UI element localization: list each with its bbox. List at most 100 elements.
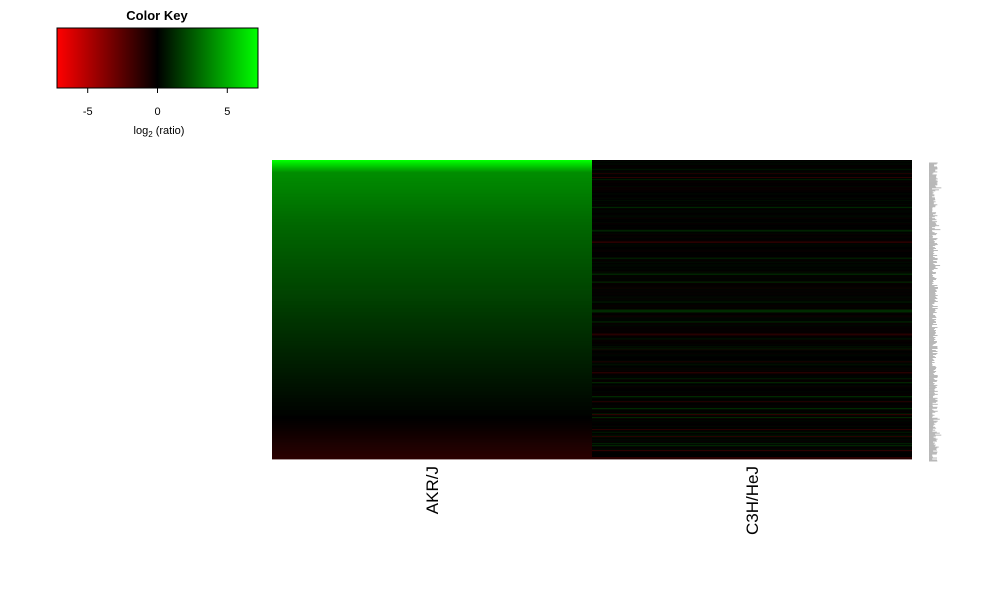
heatmap-cell (272, 317, 592, 319)
heatmap-cell (272, 181, 592, 184)
heatmap-cell (272, 328, 592, 330)
heatmap-cell (272, 397, 592, 399)
heatmap-cell (272, 438, 592, 440)
heatmap-cell (592, 181, 912, 184)
heatmap-cell (592, 351, 912, 353)
heatmap-cell (592, 237, 912, 240)
heatmap-cell (272, 277, 592, 280)
heatmap-cell (592, 279, 912, 281)
heatmap-cell (592, 291, 912, 293)
heatmap-cell (272, 332, 592, 334)
heatmap-cell (272, 309, 592, 311)
heatmap-cell (272, 241, 592, 244)
heatmap-cell (272, 341, 592, 343)
heatmap-cell (272, 398, 592, 400)
heatmap-cell (272, 207, 592, 210)
heatmap-cell (272, 166, 592, 169)
heatmap-cell (592, 310, 912, 312)
heatmap-cell (272, 250, 592, 253)
heatmap-cell (272, 420, 592, 422)
heatmap-cell (272, 407, 592, 409)
heatmap-cell (272, 457, 592, 459)
heatmap-cell (272, 323, 592, 325)
heatmap-cell (592, 429, 912, 431)
heatmap-cell (592, 312, 912, 314)
heatmap-cell (272, 224, 592, 227)
heatmap-cell (592, 419, 912, 421)
heatmap-cell (272, 232, 592, 235)
heatmap-cell (592, 348, 912, 350)
heatmap-column (592, 160, 912, 460)
heatmap-cell (272, 390, 592, 392)
heatmap-cell (592, 389, 912, 391)
heatmap-cell (592, 439, 912, 441)
heatmap-cell (272, 368, 592, 370)
heatmap-cell (592, 300, 912, 302)
heatmap-cell (272, 235, 592, 238)
heatmap-cell (592, 211, 912, 214)
heatmap-cell (272, 353, 592, 355)
heatmap-cell (592, 172, 912, 175)
heatmap-cell (272, 184, 592, 187)
heatmap-cell (592, 169, 912, 172)
heatmap-cell (272, 352, 592, 354)
heatmap-cell (272, 409, 592, 411)
heatmap-cell (592, 244, 912, 247)
heatmap-cell (272, 169, 592, 172)
heatmap-cell (272, 358, 592, 360)
heatmap-cell (272, 160, 592, 162)
heatmap-cell (272, 452, 592, 454)
heatmap-cell (592, 329, 912, 331)
heatmap-cell (592, 204, 912, 207)
heatmap-cell (592, 350, 912, 352)
color-key-title: Color Key (126, 8, 188, 23)
heatmap-cell (272, 216, 592, 219)
heatmap-cell (592, 225, 912, 228)
heatmap-cell (592, 254, 912, 257)
heatmap-cell (592, 233, 912, 236)
heatmap-cell (592, 259, 912, 262)
heatmap-cell (272, 308, 592, 310)
heatmap-cell (592, 220, 912, 223)
color-key-gradient (56, 27, 259, 89)
heatmap-cell (272, 444, 592, 446)
heatmap-cell (272, 392, 592, 394)
heatmap-cell (592, 356, 912, 358)
color-key-tick-label: 5 (224, 106, 230, 118)
heatmap-cell (272, 202, 592, 205)
heatmap-cell (272, 171, 592, 174)
heatmap-cell (592, 450, 912, 452)
heatmap-cell (592, 198, 912, 201)
heatmap-cell (272, 219, 592, 222)
heatmap-cell (272, 361, 592, 363)
heatmap-cell (592, 234, 912, 237)
heatmap-cell (592, 255, 912, 258)
heatmap-cell (272, 350, 592, 352)
heatmap-cell (272, 276, 592, 279)
heatmap-cell (272, 213, 592, 216)
heatmap-cell (592, 249, 912, 252)
heatmap-cell (272, 318, 592, 320)
heatmap-cell (592, 355, 912, 357)
heatmap-cell (592, 347, 912, 349)
heatmap-cell (272, 286, 592, 288)
heatmap-cell (272, 315, 592, 317)
heatmap-cell (592, 385, 912, 387)
heatmap-cell (272, 268, 592, 271)
heatmap-cell (272, 428, 592, 430)
heatmap-cell (272, 435, 592, 437)
heatmap-cell (272, 215, 592, 218)
heatmap-cell (592, 413, 912, 415)
heatmap-cell (592, 381, 912, 383)
heatmap-cell (592, 296, 912, 298)
heatmap-cell (272, 439, 592, 441)
heatmap-cell (272, 205, 592, 208)
heatmap-cell (592, 285, 912, 287)
heatmap-cell (592, 409, 912, 411)
heatmap-cell (272, 240, 592, 243)
heatmap-cell (272, 204, 592, 207)
heatmap-cell (592, 266, 912, 269)
heatmap-cell (272, 372, 592, 374)
heatmap-cell (272, 377, 592, 379)
heatmap-cell (272, 253, 592, 256)
